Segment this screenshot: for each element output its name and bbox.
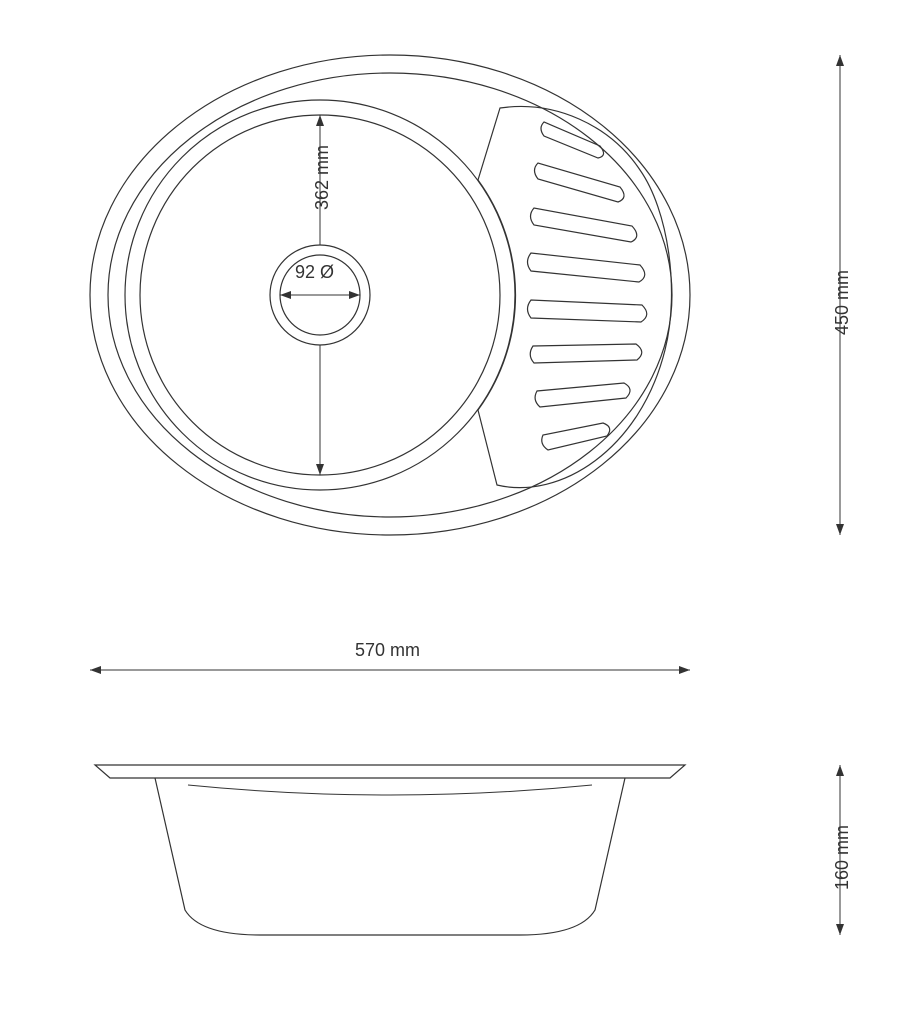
outer-rim: [90, 55, 690, 535]
bowl-profile: [155, 778, 625, 935]
technical-drawing: 362 mm 92 Ø 570 mm 450 mm 160 mm: [0, 0, 920, 1024]
label-height: 450 mm: [832, 270, 853, 335]
label-width: 570 mm: [355, 640, 420, 661]
label-bowl-diameter: 362 mm: [312, 145, 333, 210]
label-depth: 160 mm: [832, 825, 853, 890]
drainboard-ribs: [528, 122, 647, 450]
drainboard-outline: [478, 107, 672, 488]
side-view: [95, 765, 685, 935]
label-drain: 92 Ø: [295, 262, 334, 283]
drawing-svg: [0, 0, 920, 1024]
top-view: [90, 55, 690, 535]
inner-rim: [108, 73, 672, 517]
